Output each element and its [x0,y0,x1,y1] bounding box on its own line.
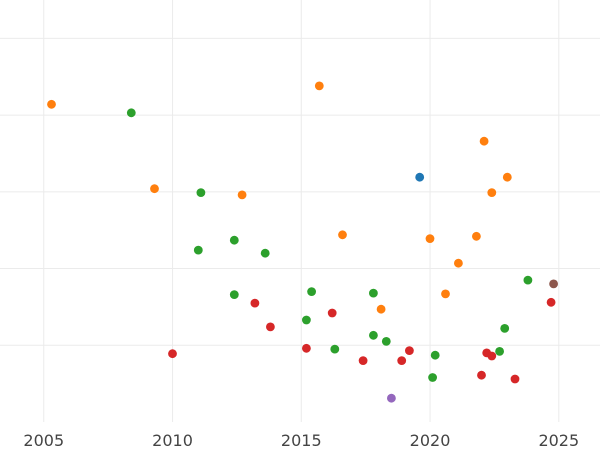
data-point [487,188,497,198]
data-point [229,290,239,299]
data-point [229,235,239,245]
data-point [47,99,56,109]
x-tick-label: 2020 [410,431,451,450]
data-point [250,298,260,308]
data-point [549,279,558,289]
data-point [302,315,311,325]
x-axis-tick-labels: 2005 2010 2015 2020 2025 [23,431,579,450]
data-point [369,330,378,340]
data-point [387,393,396,403]
data-point [487,351,497,361]
data-point [338,230,347,240]
data-point [260,248,270,258]
data-point [477,370,486,380]
data-point [428,373,437,382]
data-point [472,231,481,241]
data-point [237,190,247,200]
data-point [441,289,450,299]
data-point [397,356,407,365]
data-point [327,308,337,318]
data-point [381,337,391,346]
data-point [307,287,316,296]
data-point [415,172,425,182]
data-point [425,234,435,244]
x-tick-label: 2025 [538,431,579,450]
data-point [302,343,311,353]
data-point [150,184,159,194]
data-point [196,188,206,198]
data-point [126,108,136,118]
x-tick-label: 2010 [152,431,193,450]
x-tick-label: 2015 [281,431,322,450]
data-point [369,288,378,298]
data-point [523,275,533,285]
data-point [500,324,510,333]
data-point [168,349,177,359]
data-point [546,297,556,307]
data-point [510,374,520,384]
data-points [47,81,558,403]
data-point [502,172,512,182]
data-point [430,350,440,360]
data-point [454,258,463,268]
data-point [405,346,414,355]
data-point [314,81,324,91]
data-point [376,304,386,314]
x-tick-label: 2005 [23,431,64,450]
data-point [495,347,504,356]
data-point [358,356,368,365]
data-point [479,136,489,146]
data-point [193,245,203,255]
gridlines [0,0,600,422]
data-point [330,344,340,354]
data-point [266,322,275,332]
